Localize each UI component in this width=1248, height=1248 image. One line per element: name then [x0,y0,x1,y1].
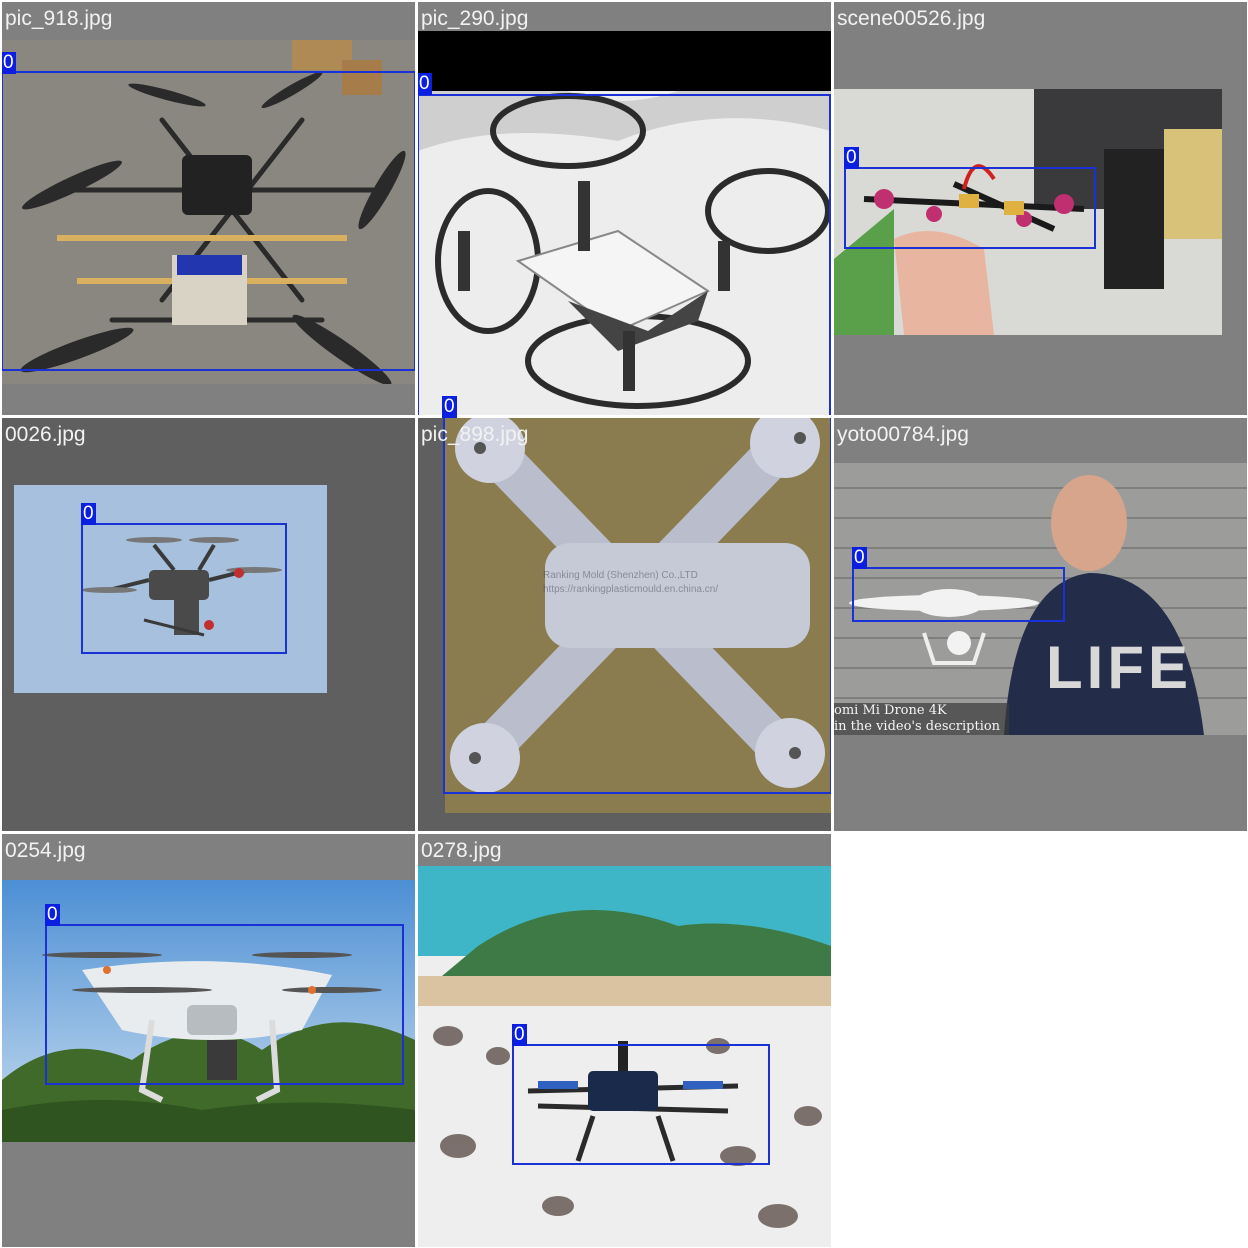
image-filename: pic_918.jpg [5,7,113,30]
image-filename: 0278.jpg [421,839,502,862]
image-tile-0254[interactable]: 0254.jpg 0 [2,834,415,1247]
drone-photo [14,485,327,693]
bounding-box [418,94,831,415]
bounding-box [45,924,404,1085]
drone-photo [2,40,415,384]
bounding-box [852,567,1065,622]
drone-photo [2,880,415,1142]
class-label: 0 [45,904,60,926]
bounding-box [2,71,415,371]
watermark-line1: Ranking Mold (Shenzhen) Co.,LTD [543,570,698,581]
class-label: 0 [81,503,96,525]
image-tile-pic-898[interactable]: Ranking Mold (Shenzhen) Co.,LTD https://… [418,418,831,831]
image-filename: scene00526.jpg [837,7,986,30]
class-label: 0 [2,52,16,74]
class-label: 0 [852,547,867,569]
image-filename: 0026.jpg [5,423,86,446]
caption-line2: in the video's description [834,719,1001,734]
image-tile-0026[interactable]: 0026.jpg 0 [2,418,415,831]
image-tile-0278[interactable]: 0278.jpg 0 [418,834,831,1247]
image-filename: 0254.jpg [5,839,86,862]
video-frame-photo: LIFE omi Mi Drone 4K in the video's desc… [834,463,1247,735]
class-label: 0 [442,396,457,418]
class-label: 0 [844,147,859,169]
image-filename: pic_898.jpg [421,423,529,446]
shirt-print: LIFE [1046,634,1192,701]
bounding-box [443,418,831,794]
video-caption: omi Mi Drone 4K in the video's descripti… [834,703,1000,735]
image-tile-pic-918[interactable]: pic_918.jpg 0 [2,2,415,415]
image-filename: yoto00784.jpg [837,423,969,446]
image-tile-scene00526[interactable]: scene00526.jpg 0 [834,2,1247,415]
class-label: 0 [512,1024,527,1046]
bounding-box [844,167,1096,249]
bounding-box [81,523,287,654]
drone-photo [418,866,831,1247]
image-tile-yoto00784[interactable]: LIFE omi Mi Drone 4K in the video's desc… [834,418,1247,831]
image-tile-pic-290[interactable]: pic_290.jpg 0 [418,2,831,415]
drone-photo [834,89,1222,335]
class-label: 0 [418,73,432,95]
bounding-box [512,1044,770,1165]
watermark-line2: https://rankingplasticmould.en.china.cn/ [543,584,719,595]
image-filename: pic_290.jpg [421,7,529,30]
caption-line1: omi Mi Drone 4K [834,703,947,718]
drone-frame-photo: Ranking Mold (Shenzhen) Co.,LTD https://… [445,418,831,813]
